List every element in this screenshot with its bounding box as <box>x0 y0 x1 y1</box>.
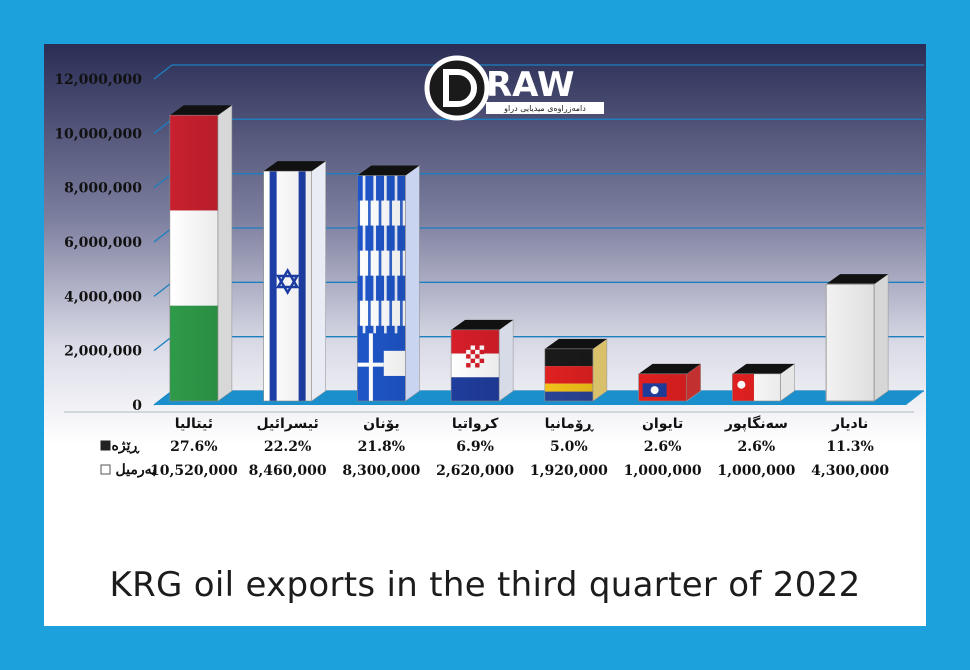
bar-singapore <box>732 363 795 402</box>
percent-label: 21.8% <box>358 439 405 455</box>
y-tick-label: 0 <box>132 398 142 414</box>
bar-unknown <box>825 273 889 402</box>
value-label: 1,000,000 <box>624 463 702 479</box>
percent-label: 11.3% <box>826 439 873 455</box>
percent-label: 2.6% <box>644 439 682 455</box>
value-label: 4,300,000 <box>811 463 889 479</box>
chart-caption: KRG oil exports in the third quarter of … <box>109 565 861 605</box>
percent-label: 2.6% <box>738 439 776 455</box>
value-label: 8,460,000 <box>249 463 327 479</box>
y-axis-ticks: 0 2,000,000 4,000,000 6,000,000 8,000,000 10,… <box>54 72 142 414</box>
row1-legend-swatch <box>100 440 111 451</box>
chart-floor <box>154 391 924 405</box>
percent-label: 6.9% <box>456 439 494 455</box>
bar-italy <box>169 104 233 402</box>
grid-line-diag <box>153 336 173 352</box>
y-tick-label: 10,000,000 <box>54 126 142 142</box>
y-tick-label: 6,000,000 <box>64 235 142 251</box>
grid-line-diag <box>153 227 173 243</box>
value-label: 2,620,000 <box>436 463 514 479</box>
grid-line-diag <box>153 173 173 189</box>
value-label: 1,000,000 <box>717 463 795 479</box>
grid-line-diag <box>153 281 173 297</box>
value-label: 8,300,000 <box>342 463 420 479</box>
draw-logo: RAW دامەزراوەی میدیایی دراو <box>424 52 614 122</box>
percent-label: 5.0% <box>550 439 588 455</box>
row2-label: بەرمیل <box>116 462 157 478</box>
bars-layer <box>169 104 889 402</box>
category-label: تایوان <box>642 416 683 432</box>
y-tick-label: 12,000,000 <box>54 72 142 88</box>
chart-frame: 0 2,000,000 4,000,000 6,000,000 8,000,000 10,… <box>44 44 926 626</box>
floor-layer <box>154 391 924 405</box>
category-label: کرواتیا <box>452 416 499 432</box>
bar-israel <box>263 160 326 402</box>
logo-wordmark: RAW <box>486 65 574 105</box>
y-tick-label: 4,000,000 <box>64 289 142 305</box>
grid-line-diag <box>153 64 173 80</box>
bar-chart: 0 2,000,000 4,000,000 6,000,000 8,000,000 10,… <box>44 44 926 544</box>
row2-legend-swatch <box>100 464 111 475</box>
percent-label: 22.2% <box>264 439 311 455</box>
bar-romania <box>544 338 608 402</box>
logo-subtitle: دامەزراوەی میدیایی دراو <box>503 104 586 113</box>
y-tick-label: 2,000,000 <box>64 344 142 360</box>
bar-greece <box>357 164 420 402</box>
data-table: ڕێژە بەرمیل ئیتالیا 27.6% 10,520,000 ئیسرائ… <box>64 411 914 479</box>
percent-label: 27.6% <box>170 439 217 455</box>
value-label: 1,920,000 <box>530 463 608 479</box>
category-label: ڕۆمانیا <box>545 416 595 432</box>
category-label: ئیتالیا <box>175 416 213 432</box>
row1-label: ڕێژە <box>111 438 140 454</box>
bar-taiwan <box>638 363 701 402</box>
value-label: 10,520,000 <box>150 463 238 479</box>
bar-croatia <box>450 319 514 402</box>
grid-line-diag <box>153 118 173 134</box>
y-tick-label: 8,000,000 <box>64 181 142 197</box>
category-label: ئیسرائیل <box>257 416 319 432</box>
category-label: یۆنان <box>363 416 400 432</box>
category-label: سەنگاپور <box>724 415 788 432</box>
category-label: نادیار <box>831 416 868 432</box>
